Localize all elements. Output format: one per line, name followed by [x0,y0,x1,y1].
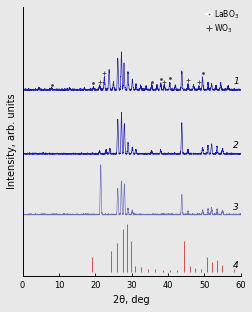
Y-axis label: Intensity, arb. units: Intensity, arb. units [7,94,17,189]
Legend: LaBO$_3$, WO$_3$: LaBO$_3$, WO$_3$ [205,8,238,35]
X-axis label: 2θ, deg: 2θ, deg [113,295,149,305]
Text: 4: 4 [232,261,238,270]
Text: 1: 1 [232,77,238,86]
Text: 2: 2 [232,141,238,150]
Text: 3: 3 [232,203,238,212]
